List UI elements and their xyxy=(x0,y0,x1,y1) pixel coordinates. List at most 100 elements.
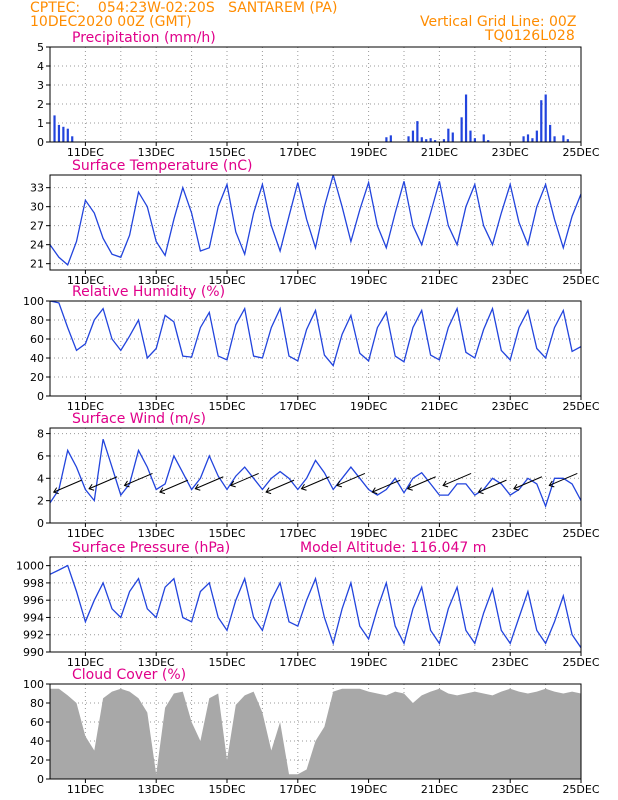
precip-bar xyxy=(531,138,534,142)
y-tick-label: 0 xyxy=(37,136,44,149)
x-date-label: 21DEC xyxy=(421,656,458,669)
x-date-label: 17DEC xyxy=(279,274,316,287)
wind-arrow-head xyxy=(442,480,449,488)
wind-arrow xyxy=(478,479,507,493)
y-tick-label: 60 xyxy=(30,716,44,729)
x-date-label: 15DEC xyxy=(208,527,245,540)
panel-frame xyxy=(49,174,582,271)
panel-title: Surface Pressure (hPa) xyxy=(72,540,230,556)
wind-arrow-head xyxy=(548,480,555,488)
wind-arrow xyxy=(301,476,330,490)
wind-arrow xyxy=(230,472,259,486)
x-date-label: 13DEC xyxy=(138,146,175,159)
precip-bar xyxy=(562,135,565,142)
precip-bar xyxy=(57,124,61,142)
pres-series-line xyxy=(50,564,581,649)
precip-bar xyxy=(407,136,410,142)
precip-bar xyxy=(433,140,437,142)
y-tick-label: 21 xyxy=(30,258,44,271)
rh-series-line xyxy=(50,301,581,367)
x-date-label: 11DEC xyxy=(67,274,104,287)
panel-frame xyxy=(49,556,582,653)
panel-title: Surface Wind (m/s) xyxy=(72,411,206,427)
precip-bar xyxy=(526,134,530,142)
y-tick-label: 8 xyxy=(37,428,44,441)
y-tick-label: 2 xyxy=(37,495,44,508)
y-tick-label: 20 xyxy=(30,754,44,767)
precip-bar xyxy=(53,115,56,142)
wind-arrow xyxy=(53,479,82,493)
y-tick-label: 992 xyxy=(23,629,44,642)
precip-bar xyxy=(460,117,463,142)
x-date-label: 11DEC xyxy=(67,656,104,669)
precip-bar xyxy=(549,124,552,142)
panel-frame xyxy=(49,683,582,780)
wind-arrow xyxy=(372,479,401,493)
precip-bar xyxy=(389,135,392,142)
y-tick-label: 4 xyxy=(37,60,44,73)
cloud-cover-area xyxy=(50,688,581,779)
precip-bar xyxy=(442,139,446,142)
wind-arrow-head xyxy=(194,483,201,491)
wind-arrow-head xyxy=(123,480,130,488)
y-tick-label: 60 xyxy=(30,333,44,346)
x-date-label: 21DEC xyxy=(421,146,458,159)
header-line1: CPTEC: 054:23W-02:20S SANTAREM (PA) xyxy=(30,0,338,16)
x-date-label: 17DEC xyxy=(279,400,316,413)
data-layer-cloud xyxy=(50,688,581,779)
y-tick-label: 100 xyxy=(23,295,44,308)
y-tick-label: 3 xyxy=(37,79,44,92)
y-tick-label: 994 xyxy=(23,611,44,624)
x-date-label: 11DEC xyxy=(67,783,104,796)
wind-arrow-head xyxy=(88,483,95,491)
wind-series-line xyxy=(50,439,581,509)
temp-series-line xyxy=(50,175,581,267)
precip-bar xyxy=(66,128,69,142)
precip-bar xyxy=(566,139,569,142)
x-date-label: 25DEC xyxy=(562,400,599,413)
precip-bar xyxy=(473,138,476,142)
wind-arrow-head xyxy=(336,480,343,488)
y-tick-label: 996 xyxy=(23,594,44,607)
precip-bar xyxy=(464,94,468,142)
wind-arrow xyxy=(88,476,118,490)
data-layer-temp xyxy=(50,175,581,267)
precip-bar xyxy=(62,126,65,142)
x-date-label: 15DEC xyxy=(208,656,245,669)
y-tick-label: 27 xyxy=(30,220,44,233)
x-date-label: 19DEC xyxy=(350,656,387,669)
x-date-label: 11DEC xyxy=(67,146,104,159)
header-line2: 10DEC2020 00Z (GMT) xyxy=(30,14,192,30)
panel-temp: 21 24 27 30 33 11DEC 13DEC 15DEC 17DEC 19DEC 21DEC… xyxy=(30,158,600,287)
y-tick-label: 4 xyxy=(37,472,44,485)
panel-title: Surface Temperature (nC) xyxy=(72,158,253,174)
data-layer-pres xyxy=(50,564,581,649)
wind-arrow-head xyxy=(371,487,378,495)
precip-bar xyxy=(487,140,490,142)
y-tick-label: 6 xyxy=(37,450,44,463)
x-date-label: 17DEC xyxy=(279,527,316,540)
panel-pres: 990 992 994 996 998 1000 11DEC 13DEC 15DEC 17DEC 1… xyxy=(16,540,600,669)
y-tick-label: 80 xyxy=(30,314,44,327)
panel-frame xyxy=(49,46,582,143)
y-tick-label: 990 xyxy=(23,646,44,659)
x-date-label: 17DEC xyxy=(279,656,316,669)
y-tick-label: 80 xyxy=(30,697,44,710)
x-date-label: 19DEC xyxy=(350,274,387,287)
wind-arrow-head xyxy=(265,487,272,495)
x-date-label: 19DEC xyxy=(350,146,387,159)
x-date-label: 13DEC xyxy=(138,656,175,669)
precip-bar xyxy=(451,132,454,142)
x-date-label: 25DEC xyxy=(562,274,599,287)
precip-bar xyxy=(482,134,485,142)
x-date-label: 11DEC xyxy=(67,400,104,413)
panel-rh: 0 20 40 60 80 100 11DEC 13DEC 15DEC 17DEC 19DEC 21D… xyxy=(23,284,600,413)
x-date-label: 23DEC xyxy=(492,400,529,413)
wind-arrow-head xyxy=(229,480,236,488)
panel-cloud: 0 20 40 60 80 100 11DEC 13DEC 15DEC 17DEC 19DEC 21D… xyxy=(23,667,600,796)
y-tick-label: 1000 xyxy=(16,560,44,573)
precip-bar xyxy=(411,130,415,142)
x-date-label: 23DEC xyxy=(492,527,529,540)
x-date-label: 13DEC xyxy=(138,527,175,540)
panel-frame xyxy=(49,300,582,397)
